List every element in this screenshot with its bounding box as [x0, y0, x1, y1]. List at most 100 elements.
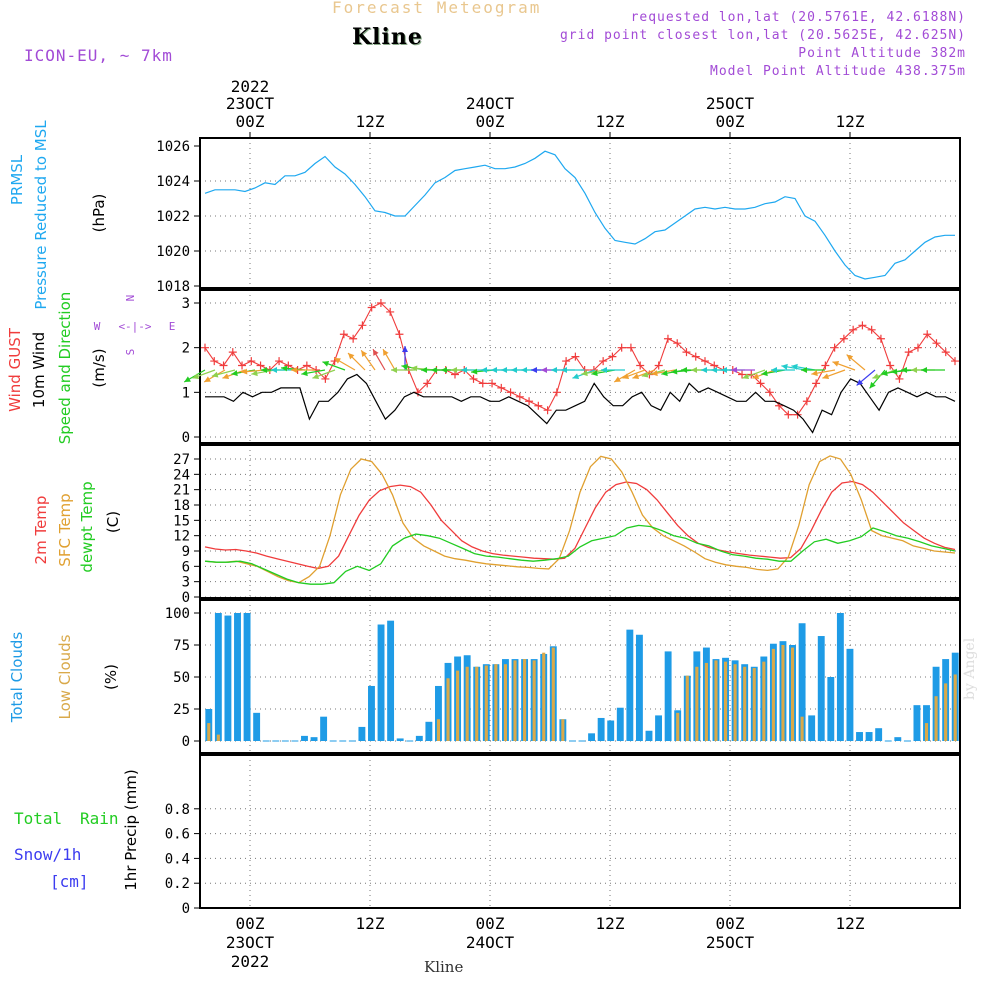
wind-speed-line	[205, 373, 956, 434]
total-cloud-bar	[425, 721, 433, 741]
total-cloud-bar	[310, 737, 318, 741]
wind-gust-marker	[469, 374, 478, 383]
low-cloud-bar	[762, 661, 766, 741]
total-cloud-bar	[664, 651, 672, 741]
total-cloud-bar	[415, 735, 423, 741]
wind-arrow-head	[651, 370, 658, 377]
wind-direction-arrow	[771, 367, 795, 373]
low-cloud-bar	[934, 696, 938, 741]
precip-label-snow: Snow/1h	[14, 845, 81, 864]
wind-gust-marker	[395, 330, 404, 339]
panel-frame-temperature	[199, 444, 961, 599]
footer-location: Kline	[424, 958, 464, 976]
total-cloud-bar	[798, 623, 806, 741]
ytick-label-temperature: 9	[182, 544, 190, 560]
wind-arrow-head	[334, 358, 341, 364]
low-cloud-bar	[695, 666, 699, 741]
ytick-label-precip: 0.8	[165, 802, 190, 818]
ytick-label-clouds: 0	[182, 734, 190, 750]
wind-arrow-head	[601, 367, 607, 373]
wind-arrow-head	[241, 368, 248, 375]
wind-gust-marker	[256, 361, 265, 370]
low-cloud-bar	[523, 659, 527, 741]
total-cloud-bar	[817, 636, 825, 741]
top-axis-hour: 00Z	[716, 112, 745, 131]
wind-gust-marker	[534, 401, 543, 410]
wind-arrow-head	[872, 373, 880, 379]
wind-direction-arrow	[211, 369, 236, 378]
bottom-axis-hour: 00Z	[476, 914, 505, 933]
wind-gust-marker	[349, 334, 358, 343]
total-cloud-bar	[827, 677, 835, 741]
low-cloud-bar	[513, 660, 517, 741]
wind-direction-arrow	[651, 369, 676, 377]
temp-label-2m: 2m Temp	[32, 496, 50, 565]
wind-arrow-head	[661, 370, 668, 377]
wind-direction-arrow	[347, 352, 366, 371]
low-cloud-bar	[475, 666, 479, 741]
wind-direction-arrow	[731, 367, 755, 373]
ytick-label-clouds: 50	[173, 670, 190, 686]
wind-arrow-head	[541, 367, 547, 373]
wind-direction-arrow	[333, 357, 356, 371]
wind-direction-arrow	[251, 369, 276, 377]
wind-direction-arrow	[801, 367, 825, 373]
cloud-label-total: Total Clouds	[8, 632, 26, 724]
compass-north: N	[124, 295, 137, 302]
low-cloud-bar	[771, 648, 775, 741]
wind-gust-marker	[701, 357, 709, 366]
low-cloud-bar	[676, 712, 680, 741]
total-cloud-bar	[865, 732, 873, 741]
wind-gust-marker	[376, 299, 385, 307]
panel-frame-wind	[199, 289, 961, 444]
wind-direction-arrow	[921, 367, 945, 373]
low-cloud-bar	[752, 668, 756, 741]
total-cloud-bar	[645, 730, 653, 741]
wind-gust-marker	[913, 343, 922, 352]
ytick-label-temperature: 24	[173, 467, 190, 483]
low-cloud-bar	[790, 647, 795, 741]
wind-arrow-head	[869, 381, 876, 389]
wind-gust-marker	[201, 343, 209, 352]
low-cloud-bar	[685, 675, 689, 741]
total-cloud-bar	[626, 629, 634, 741]
wind-gust-marker	[941, 348, 950, 357]
ytick-label-temperature: 12	[173, 529, 190, 545]
bottom-axis-year: 2022	[231, 952, 270, 971]
compass-south: S	[124, 349, 137, 356]
ytick-label-pressure: 1020	[156, 244, 190, 260]
wind-arrow-head	[742, 373, 750, 379]
wind-arrow-head	[361, 350, 368, 357]
grid-point-coords: grid point closest lon,lat (20.5625E, 42…	[559, 28, 966, 43]
wind-arrow-head	[781, 363, 788, 370]
total-cloud-bar	[913, 705, 921, 741]
wind-gust-marker	[339, 330, 348, 339]
wind-arrow-head	[701, 367, 707, 373]
precip-label-total: Total	[14, 809, 62, 828]
ytick-label-temperature: 0	[182, 590, 190, 606]
wind-arrow-head	[383, 349, 389, 356]
wind-arrow-head	[591, 370, 598, 377]
pressure-label-unit: (hPa)	[90, 194, 108, 233]
low-cloud-bar	[551, 647, 555, 741]
wind-arrow-head	[471, 368, 478, 375]
wind-arrow-head	[261, 367, 267, 373]
wind-arrow-head	[184, 376, 191, 382]
wind-gust-marker	[784, 410, 793, 419]
location-name: Kline	[352, 24, 423, 50]
wind-arrow-head	[921, 367, 927, 373]
total-cloud-bar	[234, 613, 241, 741]
total-cloud-bar	[836, 613, 844, 741]
wind-gust-marker	[506, 388, 515, 397]
wind-direction-arrow	[372, 348, 386, 371]
ytick-label-pressure: 1024	[156, 174, 190, 190]
bottom-axis-hour: 00Z	[716, 914, 745, 933]
wind-gust-marker	[867, 325, 876, 334]
wind-arrow-head	[511, 367, 517, 373]
ytick-label-pressure: 1026	[156, 139, 190, 155]
wind-gust-marker	[228, 348, 237, 357]
wind-direction-arrow	[291, 367, 315, 373]
wind-gust-marker	[636, 361, 645, 370]
ytick-label-clouds: 75	[173, 638, 190, 654]
wind-arrow-head	[411, 365, 418, 372]
